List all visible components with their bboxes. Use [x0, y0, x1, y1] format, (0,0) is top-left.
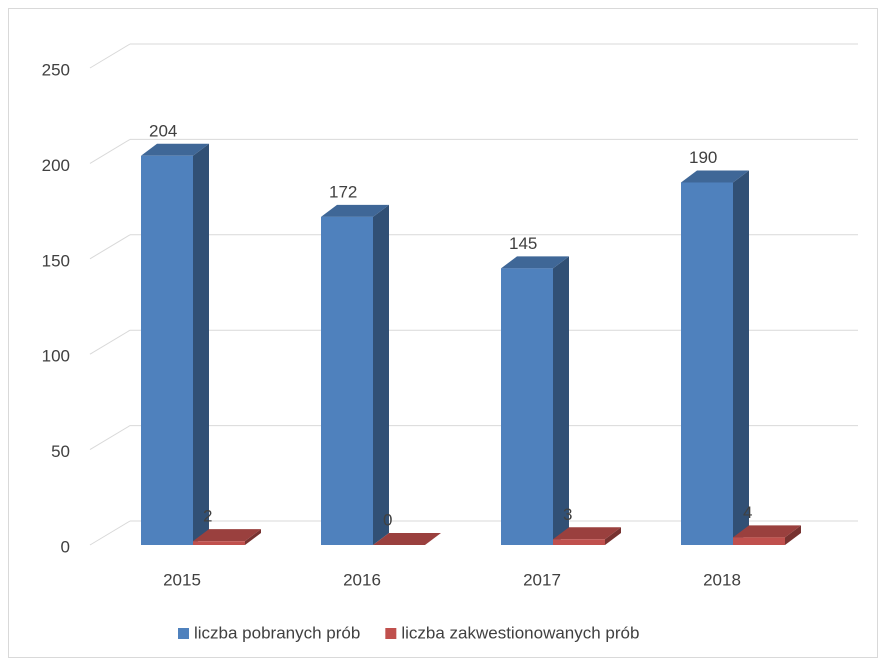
- x-tick-label: 2015: [163, 570, 201, 589]
- y-tick-label: 150: [42, 251, 70, 270]
- grid-line-side: [89, 138, 131, 164]
- bar: [681, 170, 749, 546]
- bar-top: [373, 533, 441, 545]
- bar: [733, 525, 801, 545]
- bar-side: [733, 170, 749, 546]
- bar-side: [193, 143, 209, 545]
- y-tick-label: 100: [42, 347, 70, 366]
- bar-side: [373, 204, 389, 545]
- value-label: 3: [563, 505, 572, 524]
- legend-label: liczba zakwestionowanych prób: [401, 623, 639, 642]
- y-tick-label: 50: [51, 442, 70, 461]
- y-tick-label: 0: [61, 537, 70, 556]
- bar-top: [193, 529, 261, 542]
- legend-swatch: [178, 628, 189, 639]
- bar-top: [501, 256, 569, 269]
- value-label: 172: [329, 182, 357, 201]
- grid-line-side: [89, 520, 131, 546]
- bar-front: [501, 268, 553, 545]
- bar-top: [553, 527, 621, 540]
- bar-front: [733, 537, 785, 545]
- y-tick-label: 200: [42, 156, 70, 175]
- bar: [321, 204, 389, 545]
- x-tick-label: 2017: [523, 570, 561, 589]
- bar-front: [193, 541, 245, 545]
- bar-side: [245, 529, 261, 545]
- bar: [141, 143, 209, 545]
- bar: [553, 527, 621, 545]
- bar-front: [141, 155, 193, 545]
- grid-line-side: [89, 425, 131, 451]
- bar-side: [605, 527, 621, 545]
- value-label: 0: [383, 510, 392, 529]
- value-label: 145: [509, 234, 537, 253]
- bar-front: [681, 182, 733, 546]
- grid-line-side: [89, 234, 131, 260]
- bar-top: [141, 143, 209, 156]
- x-tick-label: 2016: [343, 570, 381, 589]
- bar-top: [321, 204, 389, 217]
- value-label: 204: [149, 121, 177, 140]
- bar-front: [553, 539, 605, 545]
- legend-label: liczba pobranych prób: [194, 623, 360, 642]
- legend-swatch: [385, 628, 397, 639]
- grid-line-side: [89, 43, 131, 69]
- bar-side: [553, 256, 569, 545]
- grid-line-side: [89, 329, 131, 355]
- x-tick-label: 2018: [703, 570, 741, 589]
- bar-front: [321, 216, 373, 545]
- bar: [501, 256, 569, 545]
- bar-side: [785, 525, 801, 545]
- value-label: 2: [203, 507, 212, 526]
- value-label: 4: [743, 503, 752, 522]
- value-label: 190: [689, 148, 717, 167]
- bar-top: [681, 170, 749, 183]
- bar-top: [733, 525, 801, 538]
- y-tick-label: 250: [42, 60, 70, 79]
- bar: [373, 533, 441, 545]
- bar: [193, 529, 261, 545]
